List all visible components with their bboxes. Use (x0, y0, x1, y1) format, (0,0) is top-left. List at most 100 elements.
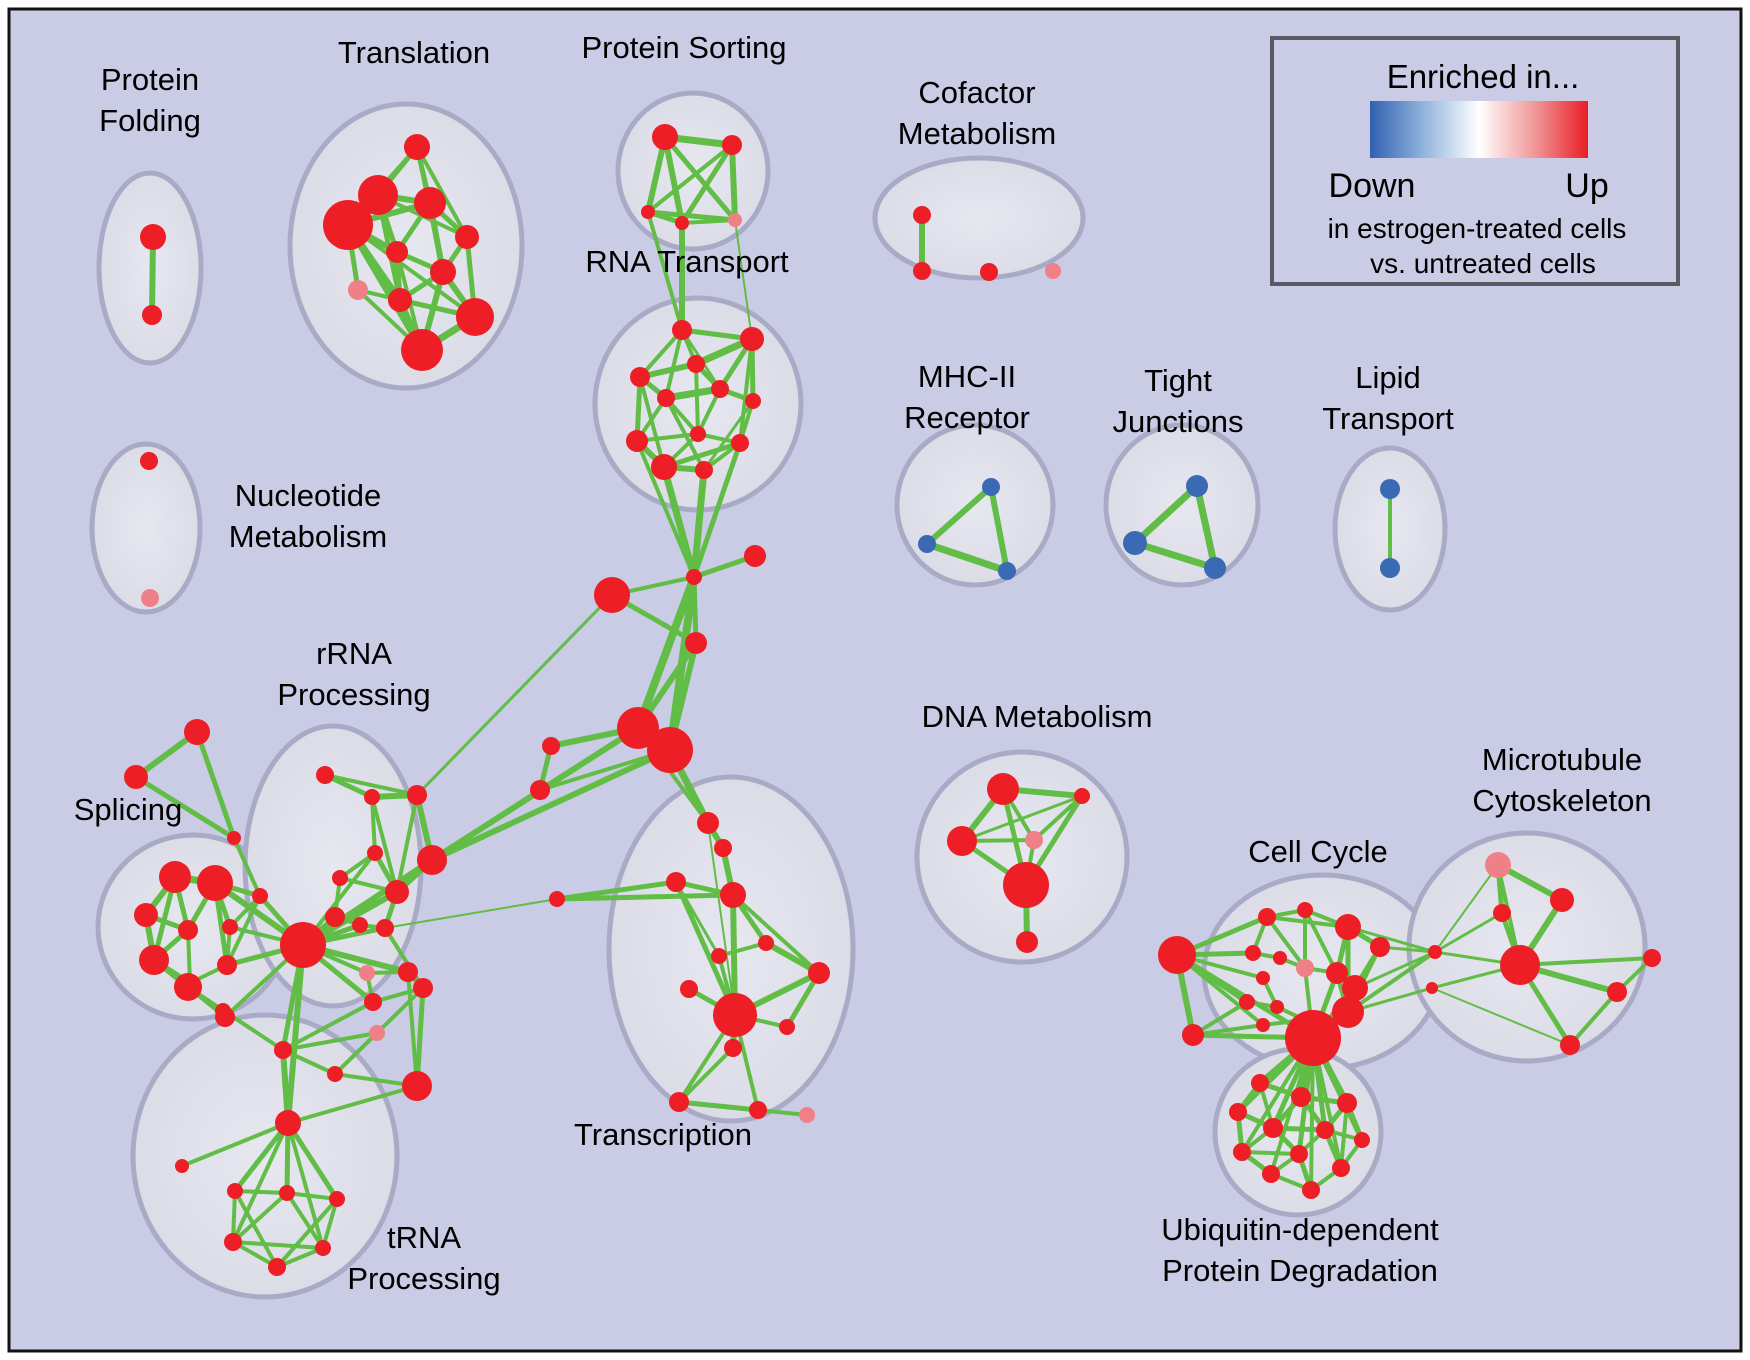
network-node-s4 (675, 216, 689, 230)
network-node-q15 (1256, 1018, 1270, 1032)
cluster-labels: Protein Folding Translation Protein Sorting… (74, 30, 1652, 1296)
legend-gradient-bar (1370, 101, 1588, 158)
network-edge (662, 385, 724, 402)
network-edge (429, 747, 673, 863)
network-node-c1 (913, 206, 931, 224)
network-edge (286, 1084, 419, 1125)
network-node-w4 (1607, 982, 1627, 1002)
network-edge (988, 484, 1010, 574)
network-edge (1433, 911, 1504, 954)
network-edge (1193, 482, 1219, 572)
network-edge (430, 788, 542, 862)
network-edge (1353, 950, 1437, 990)
network-edge (691, 574, 699, 646)
legend-subtitle-line1: in estrogen-treated cells (1328, 213, 1627, 244)
network-node-z12 (1302, 1181, 1320, 1199)
network-node-r2 (364, 789, 380, 805)
network-node-sp10 (174, 973, 202, 1001)
network-edge (1131, 482, 1201, 547)
network-edge (149, 234, 156, 318)
network-node-w6 (1560, 1035, 1580, 1055)
network-node-sp5 (222, 919, 238, 935)
network-node-u3 (227, 1183, 243, 1199)
network-node-k2 (1380, 558, 1400, 578)
network-node-n12 (695, 461, 713, 479)
network-edge (1032, 794, 1084, 842)
network-edge (707, 822, 736, 1016)
network-node-q5 (1335, 914, 1361, 940)
network-edge (275, 1197, 339, 1269)
network-edge (677, 1046, 735, 1104)
network-node-q12 (1256, 971, 1270, 985)
network-node-d3 (947, 826, 977, 856)
network-node-n3 (687, 355, 705, 373)
cluster-label-cell-cycle: Cell Cycle (1248, 834, 1388, 869)
network-edge (300, 857, 435, 948)
network-edge (406, 970, 419, 1088)
cluster-label-translation: Translation (338, 35, 490, 70)
network-edge (1303, 908, 1339, 975)
network-node-n9 (626, 430, 648, 452)
network-node-d4 (1025, 831, 1043, 849)
network-node-j1 (1186, 475, 1208, 497)
network-node-u4 (279, 1185, 295, 1201)
network-node-u7 (315, 1240, 331, 1256)
network-node-u6 (224, 1233, 242, 1251)
network-node-x9 (779, 1019, 795, 1035)
network-edge (960, 794, 1084, 843)
cluster-label-dna-metabolism: DNA Metabolism (922, 699, 1153, 734)
network-node-u2 (175, 1159, 189, 1173)
network-edge (395, 793, 419, 894)
network-edge (231, 1121, 290, 1244)
network-node-z2 (1291, 1087, 1311, 1107)
network-node-sp2 (197, 865, 233, 901)
network-edge (662, 134, 685, 226)
network-edge (232, 836, 262, 898)
network-node-sp4 (178, 920, 198, 940)
network-node-u12 (369, 1025, 385, 1041)
cluster-label-protein-folding: Protein Folding (99, 62, 201, 138)
network-node-x6 (758, 935, 774, 951)
network-node-tr1 (184, 719, 210, 745)
network-node-n2 (740, 327, 764, 351)
network-edge (232, 1120, 291, 1194)
network-edge (729, 142, 738, 223)
network-node-r6 (385, 880, 409, 904)
network-edge (1434, 864, 1499, 953)
network-node-x4 (720, 882, 746, 908)
network-node-d2 (1074, 788, 1090, 804)
network-node-z4 (1229, 1103, 1247, 1121)
network-node-m1 (982, 478, 1000, 496)
network-edge (679, 142, 735, 226)
legend-box (1270, 36, 1680, 286)
network-edge (1346, 950, 1437, 1014)
cluster-label-rna-transport: RNA Transport (585, 244, 789, 279)
network-edge (415, 593, 614, 797)
network-node-z10 (1332, 1159, 1350, 1177)
network-node-u10 (327, 1066, 343, 1082)
network-node-t5 (455, 225, 479, 249)
cluster-ellipse-rrna-processing (242, 723, 424, 1009)
network-node-z8 (1233, 1143, 1251, 1161)
legend-subtitle-line2: vs. untreated cells (1370, 248, 1596, 279)
network-edge (634, 573, 698, 732)
network-edge (923, 540, 1011, 575)
network-edge (281, 1048, 337, 1076)
network-node-h5 (594, 577, 630, 613)
network-node-q6 (1370, 937, 1390, 957)
network-node-sp8 (217, 955, 237, 975)
network-node-j3 (1204, 557, 1226, 579)
network-node-h9 (549, 891, 565, 907)
network-node-r7 (417, 845, 447, 875)
network-node-sp9 (252, 888, 268, 904)
cluster-label-ubiquitin: Ubiquitin-dependent Protein Degradation (1161, 1212, 1439, 1288)
network-node-t7 (430, 259, 456, 285)
network-node-sp6 (139, 945, 169, 975)
network-edge (734, 219, 753, 340)
network-node-h2 (647, 727, 693, 773)
network-node-h4 (530, 780, 550, 800)
network-node-n7 (745, 393, 761, 409)
network-node-d5 (1003, 862, 1049, 908)
network-edge (231, 1191, 289, 1244)
